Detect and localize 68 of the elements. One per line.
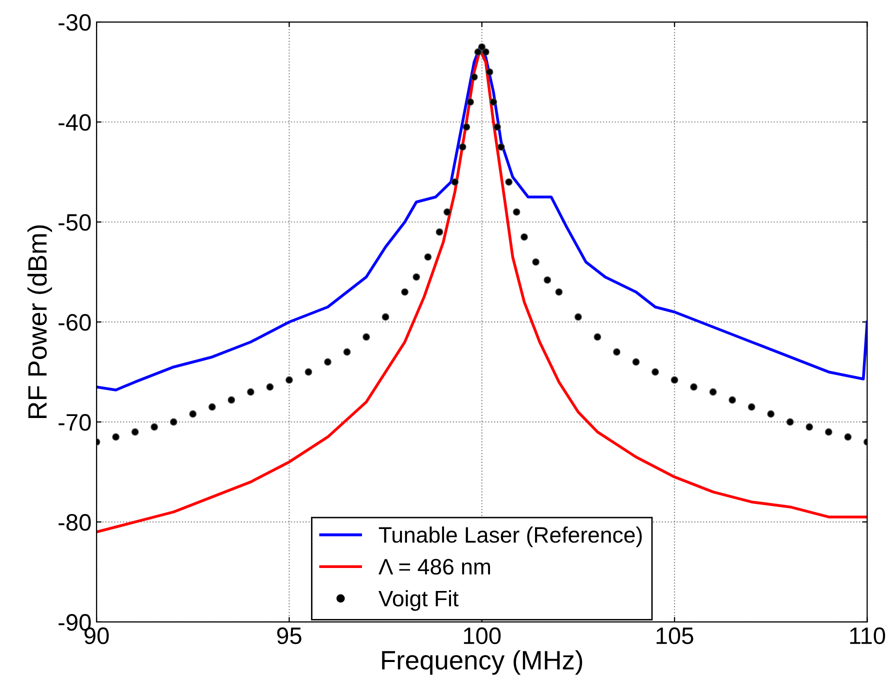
y-tick-label: -70: [58, 414, 91, 431]
point: [486, 68, 494, 76]
point: [709, 388, 717, 396]
point: [451, 178, 459, 186]
point: [436, 228, 444, 236]
legend-label: Λ = 486 nm: [378, 558, 490, 575]
point: [474, 48, 482, 56]
point: [844, 433, 852, 441]
point: [462, 123, 470, 131]
point: [670, 376, 678, 384]
point: [520, 233, 528, 241]
y-tick-label: -80: [58, 514, 91, 531]
point: [112, 433, 120, 441]
point: [786, 418, 794, 426]
x-tick-label: 110: [850, 627, 886, 644]
x-tick-label: 95: [277, 627, 302, 644]
point: [131, 428, 139, 436]
legend-label: Tunable Laser (Reference): [378, 526, 642, 548]
point: [189, 410, 197, 418]
y-tick-label: -60: [58, 314, 91, 331]
point: [652, 368, 659, 376]
point: [470, 73, 478, 81]
point: [304, 368, 312, 376]
point: [458, 143, 466, 151]
point: [286, 376, 293, 384]
point: [632, 358, 640, 366]
point: [382, 313, 390, 321]
point: [247, 388, 254, 396]
point: [532, 258, 540, 266]
point: [824, 428, 832, 436]
point: [478, 43, 486, 51]
point: [444, 208, 451, 216]
point: [324, 358, 332, 366]
x-axis-title: Frequency (MHz): [382, 650, 582, 675]
point: [170, 418, 178, 426]
point: [490, 98, 498, 106]
point: [466, 98, 474, 106]
x-tick-label: 100: [464, 627, 501, 644]
y-tick-label: -40: [58, 114, 91, 131]
point: [505, 178, 513, 186]
y-tick-label: -50: [58, 214, 91, 231]
point: [228, 396, 236, 404]
point: [208, 403, 216, 411]
point: [343, 348, 351, 356]
x-tick-label: 105: [656, 627, 694, 644]
point: [555, 288, 563, 296]
point: [266, 383, 274, 391]
point: [482, 48, 490, 56]
y-tick-label: -30: [58, 14, 91, 31]
point: [594, 333, 602, 341]
point: [690, 383, 698, 391]
point: [362, 333, 370, 341]
legend-label: Voigt Fit: [378, 590, 459, 611]
point: [494, 123, 501, 131]
point: [728, 396, 736, 404]
point: [424, 253, 432, 261]
point: [401, 288, 408, 296]
point: [574, 313, 582, 321]
point: [767, 410, 775, 418]
point: [613, 348, 620, 356]
point: [544, 276, 552, 284]
point: [748, 403, 756, 411]
point: [150, 423, 158, 431]
point: [497, 143, 505, 151]
point: [806, 423, 814, 431]
point: [512, 208, 520, 216]
y-axis-title: RF Power (dBm): [27, 225, 52, 418]
point: [412, 273, 420, 281]
